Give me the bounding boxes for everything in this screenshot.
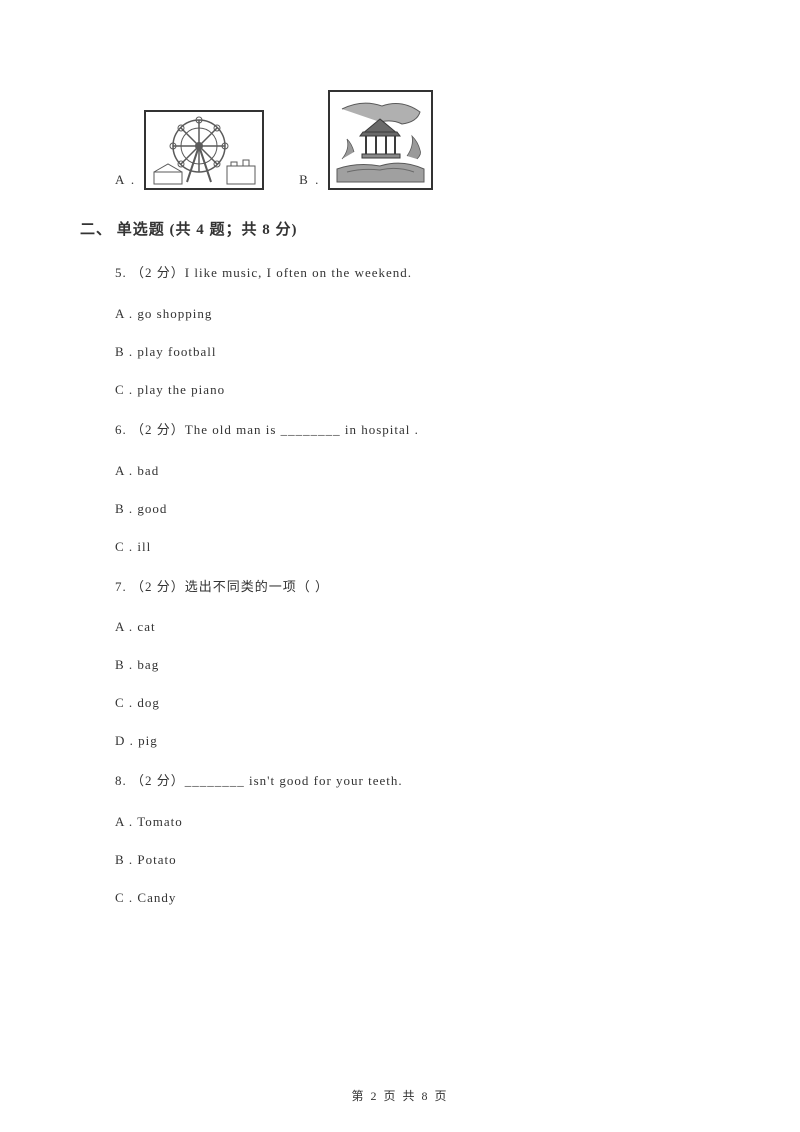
questions-container: 5. （2 分）I like music, I often on the wee… [115, 263, 720, 906]
answer-option[interactable]: A . cat [115, 619, 720, 635]
question-content: 选出不同类的一项（ ） [185, 579, 329, 594]
question-number: 7. [115, 579, 127, 594]
question-points: （2 分） [131, 265, 185, 280]
question-content: The old man is ________ in hospital . [185, 422, 419, 437]
ferris-wheel-icon [149, 114, 259, 186]
answer-option[interactable]: A . go shopping [115, 306, 720, 322]
question-5: 5. （2 分）I like music, I often on the wee… [115, 263, 720, 398]
pavilion-icon [332, 94, 429, 186]
section-title: 二、 单选题 (共 4 题；共 8 分) [80, 218, 720, 239]
page-footer: 第 2 页 共 8 页 [0, 1087, 800, 1104]
option-a-label: A . [115, 172, 136, 188]
question-points: （2 分） [131, 579, 185, 594]
question-text: 7. （2 分）选出不同类的一项（ ） [115, 577, 720, 598]
question-6: 6. （2 分）The old man is ________ in hospi… [115, 420, 720, 555]
answer-option[interactable]: A . bad [115, 463, 720, 479]
question-points: （2 分） [131, 422, 185, 437]
image-options-row: A . [115, 90, 720, 190]
question-number: 5. [115, 265, 127, 280]
answer-option[interactable]: B . play football [115, 344, 720, 360]
answer-option[interactable]: C . ill [115, 539, 720, 555]
answer-option[interactable]: B . bag [115, 657, 720, 673]
option-b-label: B . [299, 172, 320, 188]
image-option-b [328, 90, 433, 190]
answer-option[interactable]: D . pig [115, 733, 720, 749]
question-content: ________ isn't good for your teeth. [185, 773, 403, 788]
answer-option[interactable]: B . Potato [115, 852, 720, 868]
answer-option[interactable]: C . Candy [115, 890, 720, 906]
question-text: 5. （2 分）I like music, I often on the wee… [115, 263, 720, 284]
option-b-group: B . [299, 90, 433, 190]
answer-option[interactable]: C . dog [115, 695, 720, 711]
question-number: 8. [115, 773, 127, 788]
question-text: 8. （2 分）________ isn't good for your tee… [115, 771, 720, 792]
question-number: 6. [115, 422, 127, 437]
question-content: I like music, I often on the weekend. [185, 265, 412, 280]
answer-option[interactable]: C . play the piano [115, 382, 720, 398]
answer-option[interactable]: A . Tomato [115, 814, 720, 830]
question-8: 8. （2 分）________ isn't good for your tee… [115, 771, 720, 906]
image-option-a [144, 110, 264, 190]
question-text: 6. （2 分）The old man is ________ in hospi… [115, 420, 720, 441]
question-7: 7. （2 分）选出不同类的一项（ ） A . cat B . bag C . … [115, 577, 720, 750]
question-points: （2 分） [131, 773, 185, 788]
option-a-group: A . [115, 110, 264, 190]
answer-option[interactable]: B . good [115, 501, 720, 517]
